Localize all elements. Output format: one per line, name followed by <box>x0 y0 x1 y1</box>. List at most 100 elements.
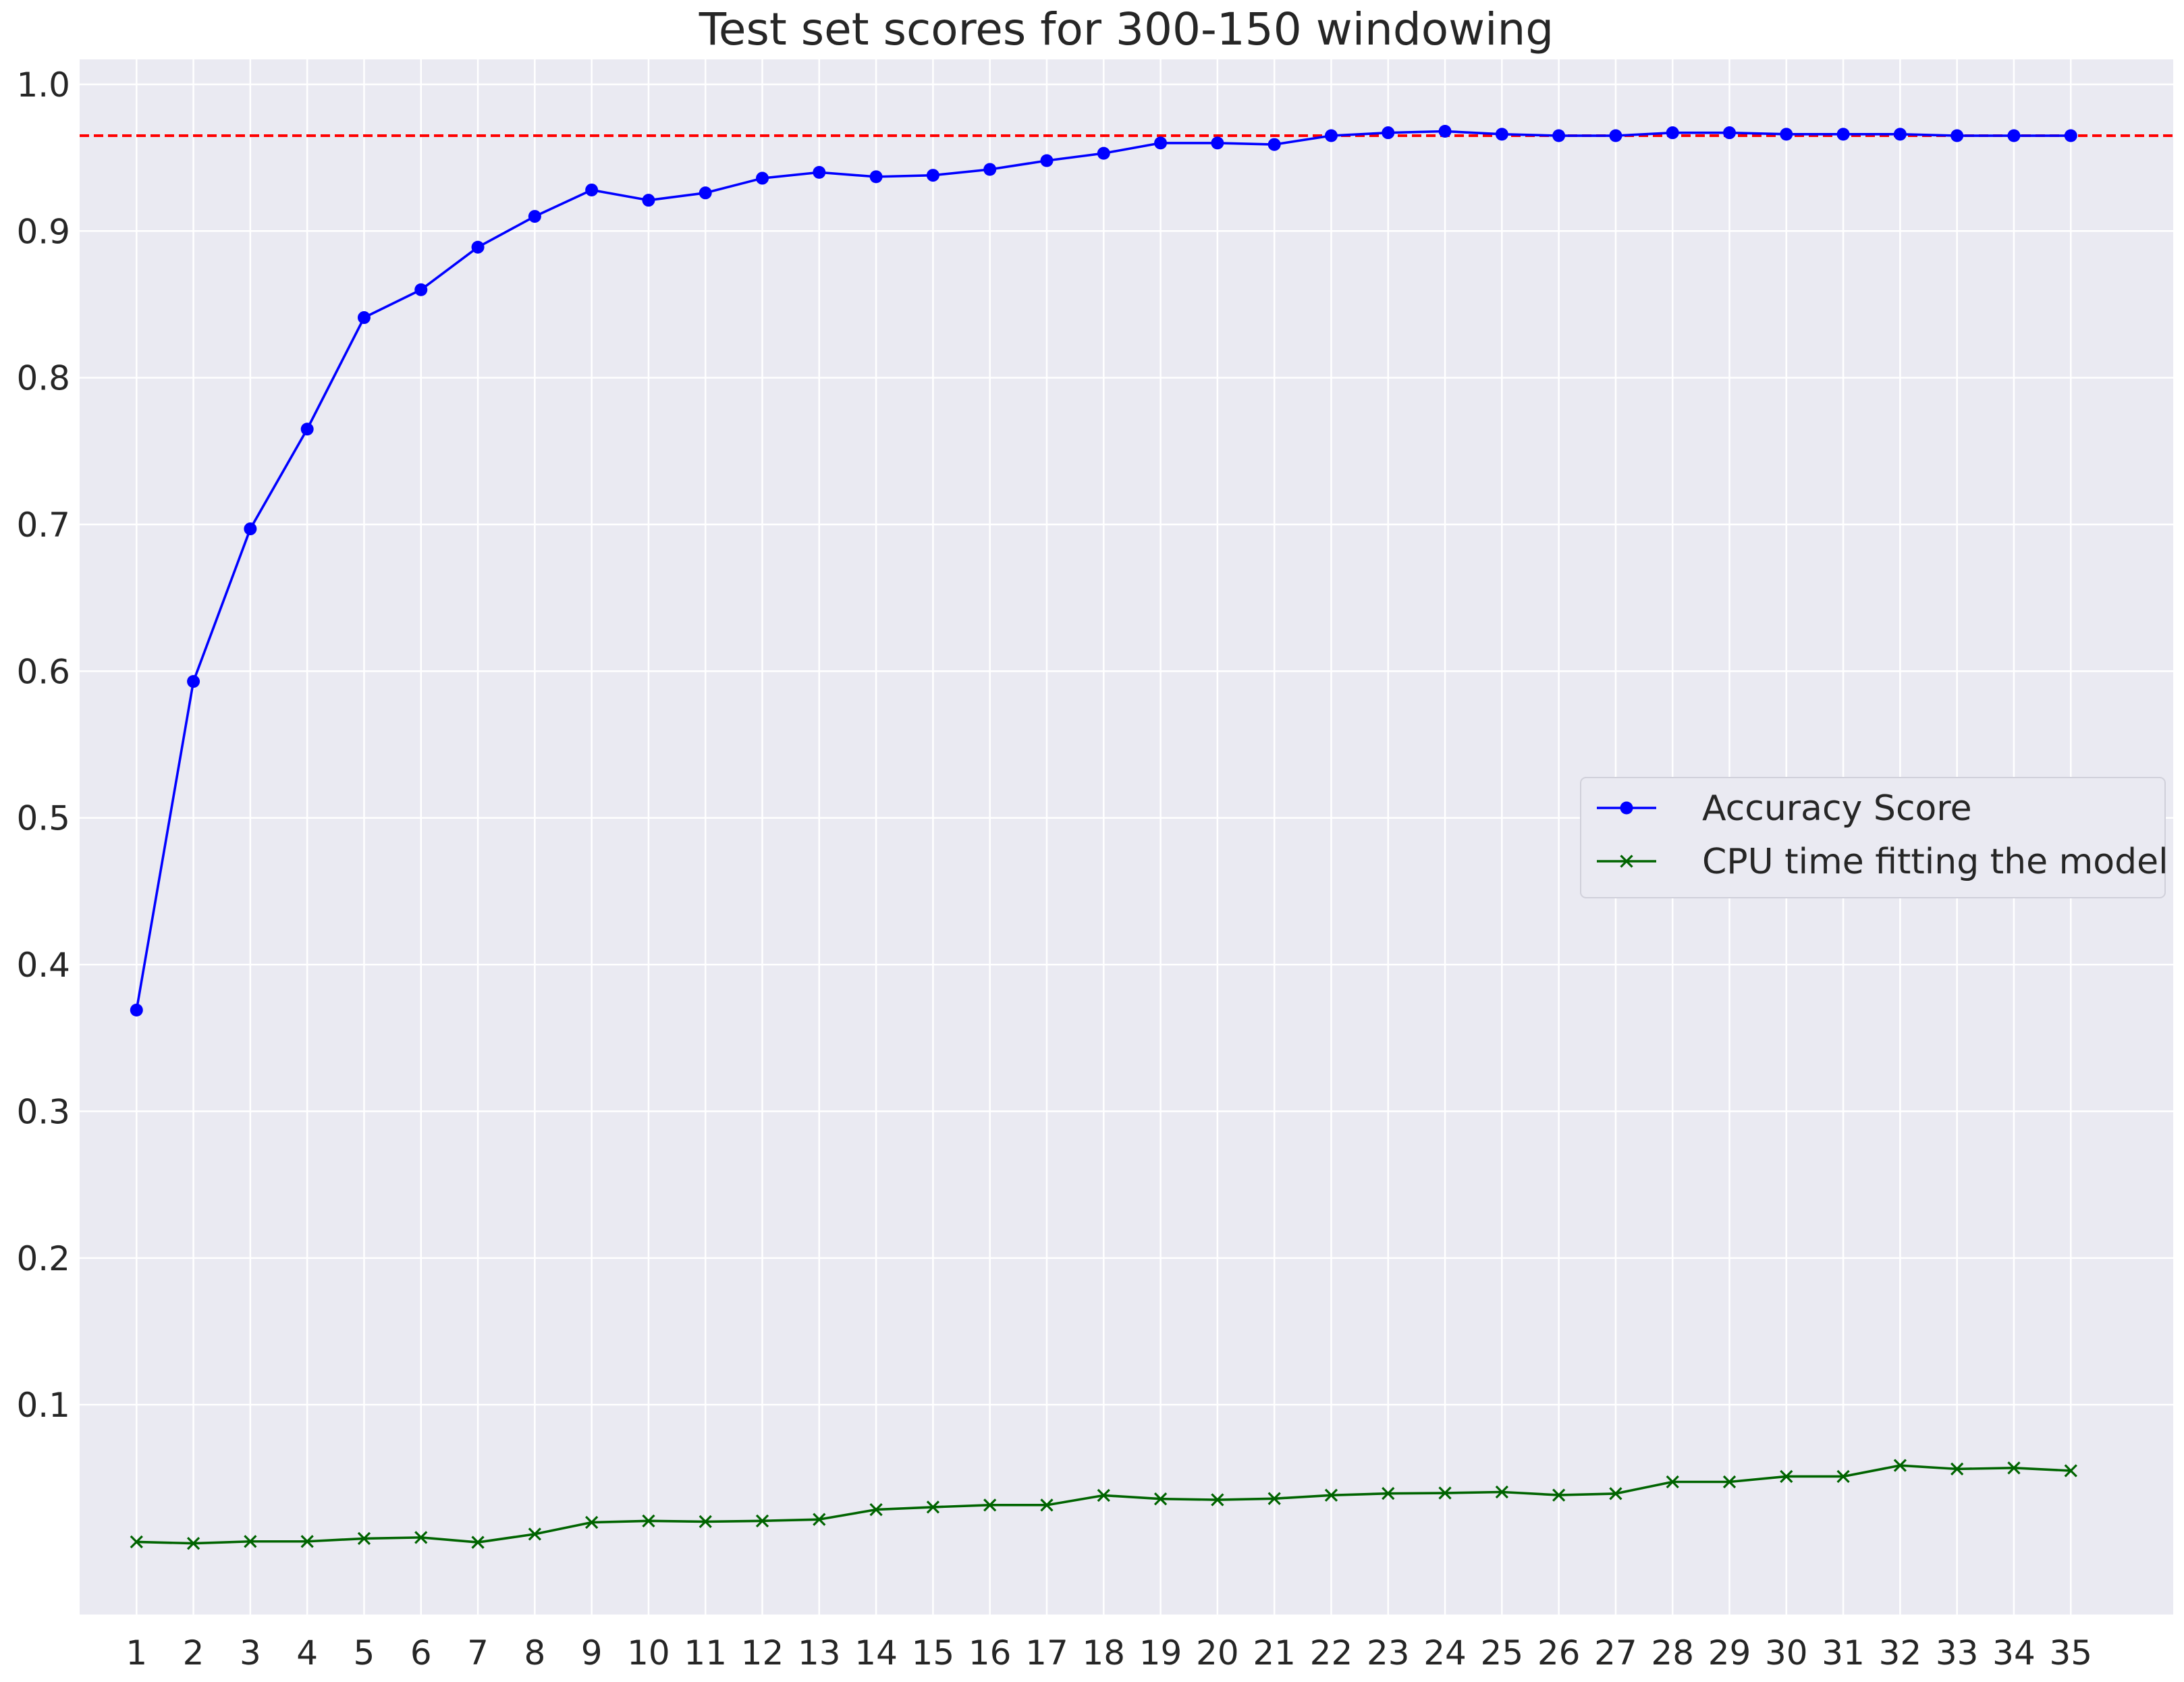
data-point <box>1040 154 1054 167</box>
x-tick-label: 4 <box>296 1633 318 1673</box>
data-point <box>1780 128 1793 141</box>
x-tick-label: 26 <box>1537 1633 1581 1673</box>
data-point <box>1836 1469 1850 1484</box>
data-point <box>1153 1492 1168 1506</box>
data-point <box>186 1536 200 1550</box>
data-point <box>471 1536 485 1549</box>
data-point <box>528 1527 541 1541</box>
data-point <box>1211 1493 1224 1507</box>
series-accuracy-score <box>130 125 2077 1016</box>
data-point <box>1836 128 1850 141</box>
data-point <box>642 1514 655 1527</box>
data-point <box>1666 126 1679 140</box>
data-point <box>756 171 769 185</box>
x-tick-label: 12 <box>741 1633 784 1673</box>
data-point <box>1552 129 1566 142</box>
x-tick-label: 31 <box>1822 1633 1865 1673</box>
data-point <box>471 240 485 254</box>
x-tick-label: 34 <box>1992 1633 2036 1673</box>
data-point <box>983 163 997 176</box>
legend-box <box>1580 777 2166 898</box>
x-tick-label: 7 <box>467 1633 489 1673</box>
data-point <box>528 210 541 223</box>
data-point <box>357 1531 371 1546</box>
x-tick-label: 10 <box>627 1633 670 1673</box>
data-point <box>1267 138 1281 151</box>
x-tick-label: 35 <box>2049 1633 2092 1673</box>
x-tick-label: 1 <box>126 1633 147 1673</box>
data-point <box>1324 1488 1338 1502</box>
x-tick-label: 15 <box>912 1633 955 1673</box>
data-point <box>1495 128 1508 141</box>
x-tick-label: 18 <box>1082 1633 1125 1673</box>
data-point <box>1893 128 1907 141</box>
series-cpu-time <box>130 1459 2077 1550</box>
data-point <box>1382 126 1395 140</box>
legend-label: Accuracy Score <box>1702 788 1972 829</box>
x-tick-label: 8 <box>524 1633 545 1673</box>
data-point <box>300 1535 314 1548</box>
legend-label: CPU time fitting the model <box>1702 842 2168 882</box>
gridlines <box>80 59 2173 1615</box>
data-point <box>1950 1462 1964 1476</box>
y-tick-label: 1.0 <box>16 65 70 105</box>
x-tick-label: 20 <box>1196 1633 1239 1673</box>
data-point <box>642 194 655 207</box>
data-point <box>1495 1485 1508 1499</box>
y-tick-label: 0.1 <box>16 1386 70 1425</box>
x-tick-label: 2 <box>183 1633 204 1673</box>
data-point <box>2064 1464 2077 1477</box>
data-point <box>813 165 826 179</box>
data-point <box>1722 1475 1737 1489</box>
data-point <box>869 170 883 184</box>
y-tick-label: 0.3 <box>16 1092 70 1131</box>
data-point <box>1438 1486 1452 1500</box>
x-tick-label: 27 <box>1594 1633 1637 1673</box>
data-point <box>1438 125 1452 138</box>
x-axis-ticks: 1 2 3 4 5 6 7 8 9 10 11 12 13 14 15 16 17 18 19 20 21 22 23 24 2… <box>126 1633 2092 1673</box>
data-point <box>2007 129 2021 142</box>
data-point <box>699 186 712 200</box>
data-point <box>585 1515 599 1529</box>
data-point <box>1666 1475 1679 1489</box>
x-tick-label: 6 <box>410 1633 432 1673</box>
data-point <box>585 183 599 196</box>
legend-item-accuracy-score: Accuracy Score <box>1597 788 1972 829</box>
x-tick-label: 19 <box>1139 1633 1182 1673</box>
x-tick-label: 17 <box>1025 1633 1068 1673</box>
data-point <box>813 1513 826 1526</box>
data-point <box>1552 1488 1566 1502</box>
data-point <box>130 1535 143 1549</box>
x-tick-label: 11 <box>684 1633 727 1673</box>
data-point <box>1097 146 1110 160</box>
x-tick-label: 3 <box>240 1633 261 1673</box>
legend-item-cpu-time: CPU time fitting the model <box>1597 842 2168 882</box>
data-point <box>1267 1492 1281 1505</box>
data-point <box>357 311 371 325</box>
data-point <box>1154 136 1168 150</box>
x-tick-label: 25 <box>1481 1633 1524 1673</box>
x-tick-label: 24 <box>1423 1633 1467 1673</box>
data-point <box>1780 1469 1793 1484</box>
y-tick-label: 0.5 <box>16 799 70 838</box>
data-point <box>926 1500 940 1514</box>
x-tick-label: 16 <box>968 1633 1012 1673</box>
data-point <box>699 1515 712 1529</box>
x-tick-label: 28 <box>1651 1633 1694 1673</box>
legend: Accuracy Score CPU time fitting the mode… <box>1580 777 2168 898</box>
data-point <box>300 423 314 436</box>
x-tick-label: 9 <box>581 1633 603 1673</box>
data-point <box>755 1514 769 1527</box>
x-tick-label: 21 <box>1253 1633 1296 1673</box>
data-point <box>983 1498 997 1512</box>
y-tick-label: 0.4 <box>16 946 70 985</box>
legend-marker-x <box>1620 854 1633 868</box>
data-point <box>130 1003 143 1016</box>
x-tick-label: 30 <box>1765 1633 1808 1673</box>
data-point <box>2007 1461 2021 1475</box>
data-point <box>1097 1488 1110 1502</box>
data-point <box>2064 129 2077 142</box>
series-layer <box>130 125 2077 1550</box>
